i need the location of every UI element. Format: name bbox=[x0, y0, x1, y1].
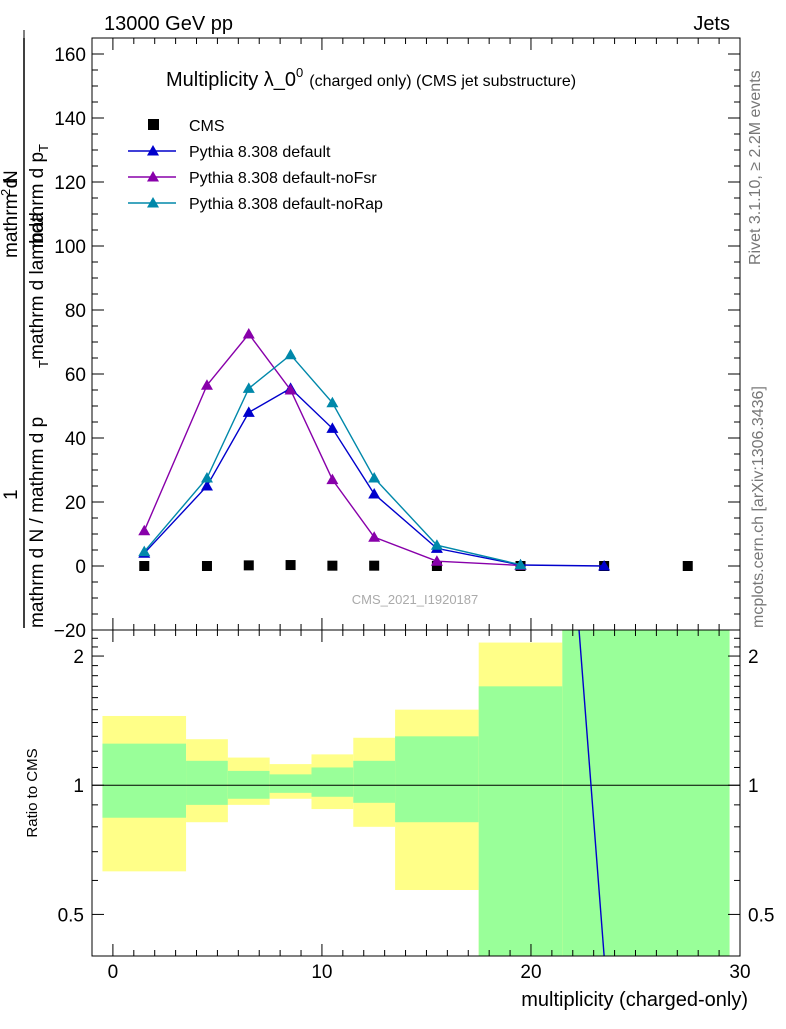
y-label-denominator: mathrm d N / mathrm d p bbox=[27, 417, 48, 628]
title-superscript: 0 bbox=[296, 65, 303, 80]
watermark: CMS_2021_I1920187 bbox=[352, 592, 479, 607]
y-label-subscript: T bbox=[36, 360, 51, 368]
series-marker-1 bbox=[242, 406, 255, 417]
header-left: 13000 GeV pp bbox=[104, 13, 233, 35]
x-axis-label: multiplicity (charged-only) bbox=[521, 989, 748, 1011]
ratio-inner-band bbox=[186, 760, 228, 805]
y-label-inner-den: mathrm d p bbox=[27, 152, 48, 248]
series-marker-2 bbox=[326, 473, 339, 485]
ratio-default-line bbox=[578, 629, 605, 957]
series-marker-3 bbox=[368, 472, 381, 483]
svg-text:Multiplicity λ_00(charged only: Multiplicity λ_00 (charged only) (CMS jet… bbox=[166, 65, 576, 91]
cms-point bbox=[682, 561, 693, 571]
title-note: (charged only) (CMS jet substructure) bbox=[309, 73, 576, 90]
ratio-inner-band bbox=[395, 736, 479, 823]
legend-label: Pythia 8.308 default-noFsr bbox=[189, 170, 377, 187]
legend-label: Pythia 8.308 default bbox=[189, 144, 331, 161]
ratio-inner-band bbox=[269, 774, 312, 793]
ratio-y-label: Ratio to CMS bbox=[24, 748, 41, 837]
series-marker-3 bbox=[430, 539, 443, 550]
y-tick-label: 60 bbox=[65, 365, 86, 386]
legend-marker bbox=[147, 171, 159, 182]
y-tick-label: 20 bbox=[65, 493, 86, 514]
ratio-inner-band bbox=[353, 760, 396, 803]
ratio-plot-data bbox=[92, 629, 740, 957]
series-marker-3 bbox=[514, 558, 527, 570]
ratio-inner-band bbox=[478, 686, 563, 956]
series-marker-1 bbox=[598, 560, 611, 571]
ratio-y-tick-label: 1 bbox=[73, 776, 84, 797]
y-label-inner-sub: T bbox=[36, 144, 51, 152]
series-marker-3 bbox=[326, 396, 339, 408]
series-line-3 bbox=[143, 353, 521, 566]
y-tick-label: −20 bbox=[54, 621, 86, 642]
cms-point bbox=[369, 560, 380, 571]
series-marker-3 bbox=[138, 545, 151, 557]
y-tick-label: 140 bbox=[54, 109, 86, 130]
legend-label: CMS bbox=[189, 118, 225, 135]
cms-point bbox=[431, 561, 442, 571]
ratio-plot-frame bbox=[91, 629, 741, 957]
cms-point bbox=[201, 561, 212, 571]
y-tick-label: 120 bbox=[54, 173, 86, 194]
series-line-2 bbox=[143, 332, 521, 567]
legend-marker bbox=[147, 145, 159, 156]
y-tick-label: 100 bbox=[54, 237, 86, 258]
series-marker-2 bbox=[284, 384, 297, 395]
y-label-numerator-sup: 2 bbox=[0, 189, 13, 196]
ratio-y-tick-label: 0.5 bbox=[58, 905, 84, 926]
x-tick-label: 20 bbox=[520, 962, 541, 983]
y-tick-label: 0 bbox=[75, 557, 86, 578]
series-marker-2 bbox=[242, 328, 255, 339]
mcplots-side-text: mcplots.cern.ch [arXiv:1306.3436] bbox=[750, 386, 767, 628]
ratio-y-tick-label-right: 1 bbox=[748, 776, 759, 797]
y-tick-label: 160 bbox=[54, 45, 86, 66]
x-tick-label: 0 bbox=[108, 962, 119, 983]
y-label-denominator-2: mathrm d lambda bbox=[27, 212, 48, 360]
ratio-inner-band bbox=[562, 630, 730, 956]
main-plot-title: Multiplicity λ_00 (charged only) (CMS jet… bbox=[166, 65, 576, 91]
ratio-y-tick-label-right: 0.5 bbox=[748, 905, 774, 926]
series-marker-3 bbox=[284, 348, 297, 360]
series-marker-3 bbox=[242, 382, 255, 393]
ratio-y-tick-label-right: 2 bbox=[748, 647, 759, 668]
y-tick-label: 40 bbox=[65, 429, 86, 450]
ratio-y-tick-label: 2 bbox=[73, 647, 84, 668]
cms-point bbox=[139, 561, 150, 571]
series-marker-2 bbox=[200, 379, 213, 390]
y-tick-label: 80 bbox=[65, 301, 86, 322]
series-marker-2 bbox=[368, 531, 381, 542]
series-marker-1 bbox=[326, 422, 339, 433]
ratio-inner-band bbox=[102, 743, 187, 818]
legend-marker-cms bbox=[148, 119, 159, 130]
y-label-numerator-N: N bbox=[1, 170, 22, 184]
header-right: Jets bbox=[693, 13, 730, 35]
ratio-axes: 0.5 0.51 12 20 10 20 30 bbox=[58, 630, 774, 983]
series-marker-3 bbox=[200, 472, 213, 483]
series-marker-1 bbox=[368, 488, 381, 499]
series-marker-2 bbox=[138, 524, 151, 536]
cms-point bbox=[285, 560, 296, 571]
ratio-bands bbox=[102, 630, 730, 956]
main-plot-data bbox=[138, 328, 693, 571]
y-label-one: 1 bbox=[1, 489, 22, 500]
legend-label: Pythia 8.308 default-noRap bbox=[189, 196, 383, 213]
legend: CMS Pythia 8.308 default Pythia 8.308 defa… bbox=[128, 118, 383, 213]
legend-marker bbox=[147, 197, 159, 208]
series-marker-1 bbox=[200, 480, 213, 491]
series-marker-2 bbox=[430, 555, 443, 566]
rivet-side-text: Rivet 3.1.10, ≥ 2.2M events bbox=[747, 70, 764, 265]
ratio-inner-band bbox=[311, 767, 354, 797]
title-main: Multiplicity λ_0 bbox=[166, 69, 296, 91]
y-label-numerator: mathrm d bbox=[1, 178, 22, 258]
cms-point bbox=[327, 560, 338, 571]
x-tick-label: 10 bbox=[311, 962, 332, 983]
x-tick-label: 30 bbox=[729, 962, 750, 983]
cms-point bbox=[243, 560, 254, 571]
